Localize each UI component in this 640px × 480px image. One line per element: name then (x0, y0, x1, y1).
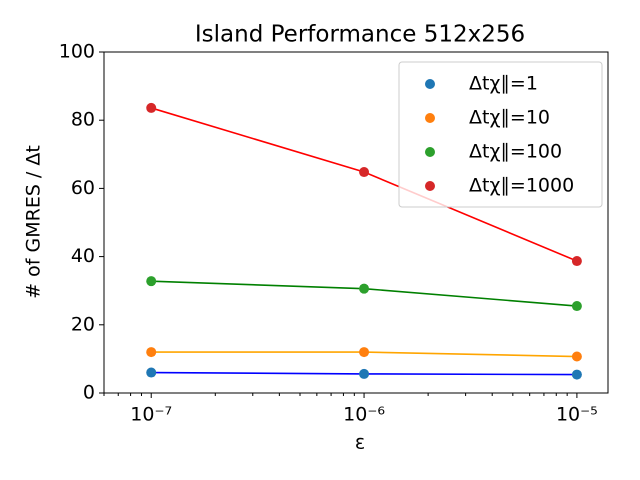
y-tick-label: 100 (59, 41, 95, 63)
x-axis-label: ε (355, 432, 365, 454)
legend-box (398, 61, 603, 208)
legend-marker (425, 181, 435, 191)
legend-marker (425, 113, 435, 123)
data-point (571, 351, 582, 362)
legend-label: Δtχ∥=100 (469, 141, 562, 163)
data-point (146, 276, 157, 287)
data-point (359, 368, 370, 379)
data-point (571, 301, 582, 312)
x-tick-label: 10⁻⁵ (556, 404, 598, 426)
data-point (146, 367, 157, 378)
data-point (146, 102, 157, 113)
data-point (571, 256, 582, 267)
data-point (571, 369, 582, 380)
legend-label: Δtχ∥=1 (469, 73, 538, 95)
legend: Δtχ∥=1 Δtχ∥=10 Δtχ∥=100 Δtχ∥=1000 (398, 61, 603, 208)
data-point (359, 347, 370, 358)
y-tick-label: 40 (71, 245, 95, 267)
y-tick-label: 60 (71, 177, 95, 199)
chart-title: Island Performance 512x256 (195, 22, 525, 48)
y-axis-label: # of GMRES / Δt (23, 145, 45, 299)
legend-label: Δtχ∥=1000 (469, 175, 574, 197)
y-tick-label: 80 (71, 109, 95, 131)
data-point (146, 347, 157, 358)
legend-label: Δtχ∥=10 (469, 107, 550, 129)
x-tick-label: 10⁻⁷ (130, 404, 172, 426)
legend-marker (425, 147, 435, 157)
y-tick-label: 20 (71, 313, 95, 335)
legend-marker (425, 79, 435, 89)
x-tick-label: 10⁻⁶ (343, 404, 385, 426)
data-point (359, 167, 370, 178)
y-tick-label: 0 (83, 382, 95, 404)
plot-frame (103, 51, 609, 394)
data-point (359, 283, 370, 294)
